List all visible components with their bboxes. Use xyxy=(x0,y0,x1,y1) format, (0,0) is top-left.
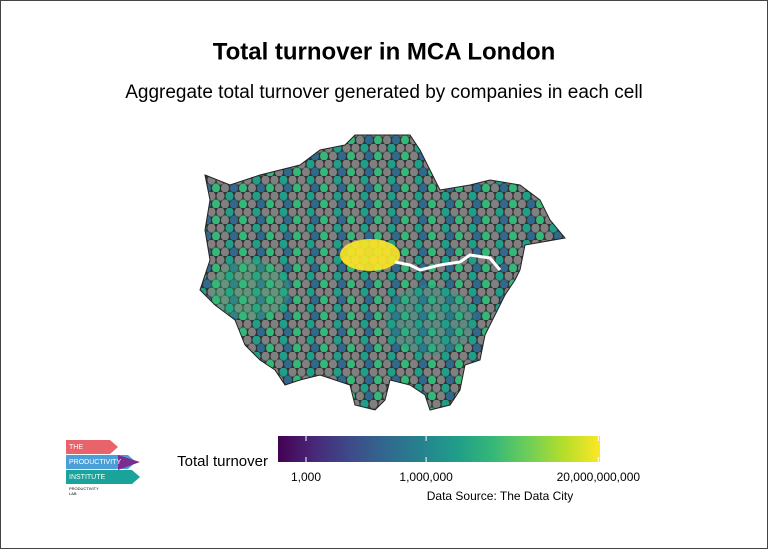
map-outline xyxy=(199,134,566,411)
map xyxy=(200,135,565,410)
logo-text: LAB xyxy=(69,491,77,496)
chart-title: Total turnover in MCA London xyxy=(213,38,556,65)
logo-text: PRODUCTIVITY xyxy=(69,486,99,491)
tick-label: 1,000,000 xyxy=(399,470,453,484)
logo-text: INSTITUTE xyxy=(69,474,105,481)
chart-subtitle: Aggregate total turnover generated by co… xyxy=(125,82,643,103)
colorbar-title: Total turnover xyxy=(177,453,268,470)
source: Data Source: The Data City xyxy=(427,489,574,503)
logo-text: PRODUCTIVITY xyxy=(69,459,121,466)
logo-text: THE xyxy=(69,444,83,451)
tick-label: 20,000,000,000 xyxy=(557,470,641,484)
colorbar xyxy=(278,436,600,462)
logo: THE PRODUCTIVITY INSTITUTE PRODUCTIVITY … xyxy=(66,440,140,496)
tick-label: 1,000 xyxy=(291,470,321,484)
